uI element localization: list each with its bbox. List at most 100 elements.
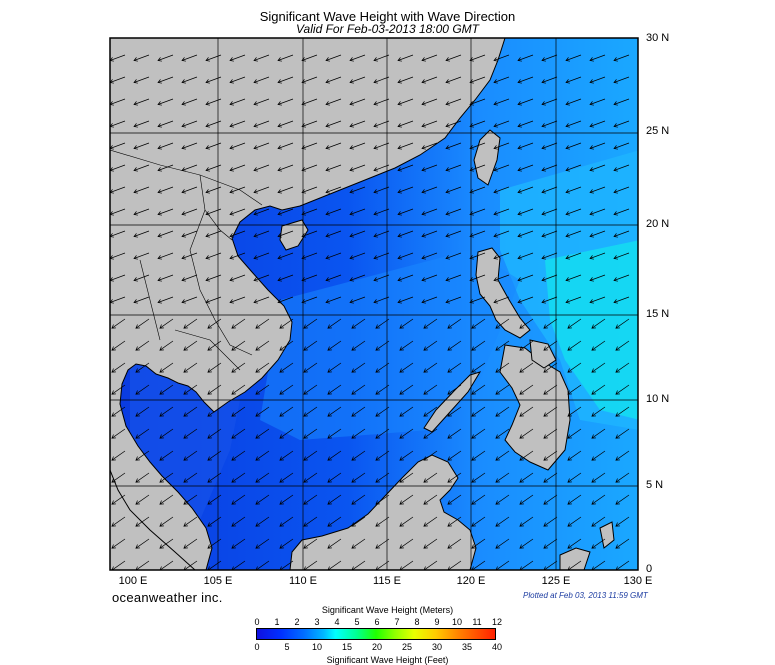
wave-arrow <box>615 494 630 505</box>
wave-arrow <box>229 252 246 260</box>
wave-arrow <box>447 340 462 351</box>
wave-arrow <box>591 450 606 461</box>
wave-arrow <box>231 450 246 461</box>
wave-arrow <box>421 142 438 150</box>
wave-arrow <box>423 406 438 417</box>
wave-arrow <box>349 98 366 106</box>
wave-arrow <box>421 274 438 282</box>
wave-arrow <box>421 164 438 172</box>
wave-arrow <box>519 516 534 527</box>
wave-arrow <box>471 318 486 329</box>
wave-arrow <box>111 516 126 527</box>
wave-arrow <box>517 230 534 238</box>
meter-tick: 8 <box>414 617 420 627</box>
wave-arrow <box>495 384 510 395</box>
wave-arrow <box>495 318 510 329</box>
wave-arrow <box>325 54 342 62</box>
wave-arrow <box>373 186 390 194</box>
wave-arrow <box>229 142 246 150</box>
wave-arrow <box>351 560 366 570</box>
wave-arrow <box>255 340 270 351</box>
wave-arrow <box>135 384 150 395</box>
wave-arrow <box>589 142 606 150</box>
wave-arrow <box>543 362 558 373</box>
wave-arrow <box>543 318 558 329</box>
wave-arrow <box>613 120 630 128</box>
wave-arrow <box>277 54 294 62</box>
wave-arrow <box>253 186 270 194</box>
wave-arrow <box>423 472 438 483</box>
wave-arrow <box>135 538 150 549</box>
wave-arrow <box>421 186 438 194</box>
wave-arrow <box>205 230 222 238</box>
wave-arrow <box>373 208 390 216</box>
wave-arrow <box>541 142 558 150</box>
wave-arrow <box>301 296 318 304</box>
wave-arrow <box>421 230 438 238</box>
wave-arrow <box>589 164 606 172</box>
wave-arrow <box>493 76 510 84</box>
wave-arrow <box>469 208 486 216</box>
wave-arrow <box>445 142 462 150</box>
wave-arrow <box>375 340 390 351</box>
land-taiwan <box>473 129 501 186</box>
wave-arrow <box>493 164 510 172</box>
wave-arrow <box>447 516 462 527</box>
wave-arrow <box>111 318 126 329</box>
wave-arrow <box>397 76 414 84</box>
wave-arrow <box>541 76 558 84</box>
wave-arrow <box>469 186 486 194</box>
wave-arrow <box>567 516 582 527</box>
wave-arrow <box>565 252 582 260</box>
wave-arrow <box>565 208 582 216</box>
wave-arrow <box>423 538 438 549</box>
wave-arrow <box>229 120 246 128</box>
wave-arrow <box>447 406 462 417</box>
wave-arrow <box>207 428 222 439</box>
wave-arrow <box>541 186 558 194</box>
wave-arrow <box>399 340 414 351</box>
lat-label-0: 0 <box>646 563 653 575</box>
wave-arrow <box>397 296 414 304</box>
wave-arrow <box>255 472 270 483</box>
wave-arrow <box>495 450 510 461</box>
wave-arrow <box>279 362 294 373</box>
wave-arrow <box>325 230 342 238</box>
map-title: Significant Wave Height with Wave Direct… <box>259 9 516 24</box>
wave-arrow <box>543 516 558 527</box>
wave-arrow <box>591 406 606 417</box>
wave-arrow <box>397 274 414 282</box>
wave-arrow <box>375 472 390 483</box>
wave-arrow <box>111 494 126 505</box>
wave-arrow <box>325 208 342 216</box>
wave-arrow <box>613 186 630 194</box>
wave-arrow <box>303 406 318 417</box>
wave-arrow <box>183 362 198 373</box>
wave-arrow <box>303 494 318 505</box>
wave-arrow <box>327 318 342 329</box>
wave-arrow <box>421 76 438 84</box>
wave-arrow <box>615 318 630 329</box>
wave-arrow <box>615 472 630 483</box>
wave-arrow <box>399 384 414 395</box>
wave-arrow <box>613 142 630 150</box>
land-visayas <box>529 339 557 369</box>
wave-arrow <box>493 274 510 282</box>
wave-arrow <box>471 450 486 461</box>
meter-tick: 1 <box>274 617 280 627</box>
wave-arrow <box>565 98 582 106</box>
land-mindanao <box>499 344 571 471</box>
wave-arrow <box>135 428 150 439</box>
wave-arrow <box>111 384 126 395</box>
lon-label-105e: 105 E <box>203 575 233 587</box>
wave-arrow <box>399 472 414 483</box>
wave-arrow <box>471 384 486 395</box>
wave-arrow <box>493 252 510 260</box>
wave-arrow <box>447 494 462 505</box>
wave-arrow <box>110 54 126 62</box>
wave-arrow <box>231 472 246 483</box>
wave-arrow <box>541 54 558 62</box>
meter-tick: 4 <box>334 617 340 627</box>
wave-arrow <box>255 384 270 395</box>
meter-tick: 9 <box>434 617 440 627</box>
